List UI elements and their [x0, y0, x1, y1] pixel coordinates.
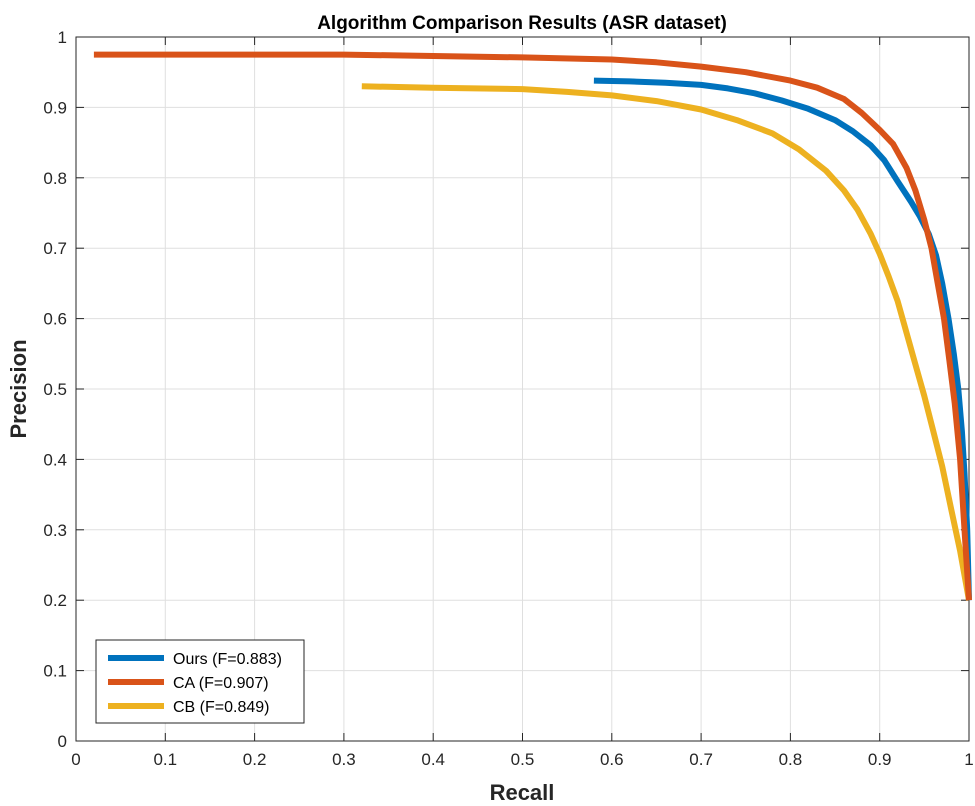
y-tick-label: 0.4 — [43, 450, 67, 469]
y-tick-label: 0.3 — [43, 521, 67, 540]
legend-label: Ours (F=0.883) — [173, 651, 282, 668]
y-tick-label: 0.1 — [43, 662, 67, 681]
series-line-1 — [593, 77, 972, 601]
x-tick-label: 0.1 — [153, 750, 177, 769]
x-tick-label: 0.5 — [511, 750, 535, 769]
x-axis-title: Recall — [490, 780, 555, 805]
y-tick-label: 1 — [58, 28, 67, 47]
series-line-2 — [93, 51, 972, 601]
legend-label: CA (F=0.907) — [173, 675, 269, 692]
y-axis-ticks: 0 0.1 0.2 0.3 0.4 0.5 0.6 0.7 0.8 0.9 1 — [43, 28, 969, 751]
x-tick-label: 0.2 — [243, 750, 267, 769]
y-tick-label: 0.2 — [43, 591, 67, 610]
y-tick-label: 0.5 — [43, 380, 67, 399]
y-tick-label: 0.8 — [43, 169, 67, 188]
x-tick-label: 0.7 — [689, 750, 713, 769]
x-tick-label: 0.9 — [868, 750, 892, 769]
series-line-3 — [361, 83, 972, 601]
series-lines — [93, 51, 972, 601]
x-tick-label: 0.4 — [421, 750, 445, 769]
x-tick-label: 0.3 — [332, 750, 356, 769]
y-axis-title: Precision — [6, 339, 31, 438]
y-tick-label: 0.7 — [43, 239, 67, 258]
y-tick-label: 0.9 — [43, 98, 67, 117]
x-tick-label: 0.6 — [600, 750, 624, 769]
legend-label: CB (F=0.849) — [173, 699, 269, 716]
chart-title: Algorithm Comparison Results (ASR datase… — [317, 13, 727, 34]
x-axis-ticks: 0 0.1 0.2 0.3 0.4 0.5 0.6 0.7 0.8 0.9 1 — [71, 37, 974, 769]
y-tick-label: 0.6 — [43, 310, 67, 329]
y-tick-label: 0 — [58, 732, 67, 751]
legend: Ours (F=0.883) CA (F=0.907) CB (F=0.849) — [95, 639, 305, 724]
x-tick-label: 0.8 — [779, 750, 803, 769]
x-tick-label: 1 — [964, 750, 973, 769]
x-tick-label: 0 — [71, 750, 80, 769]
